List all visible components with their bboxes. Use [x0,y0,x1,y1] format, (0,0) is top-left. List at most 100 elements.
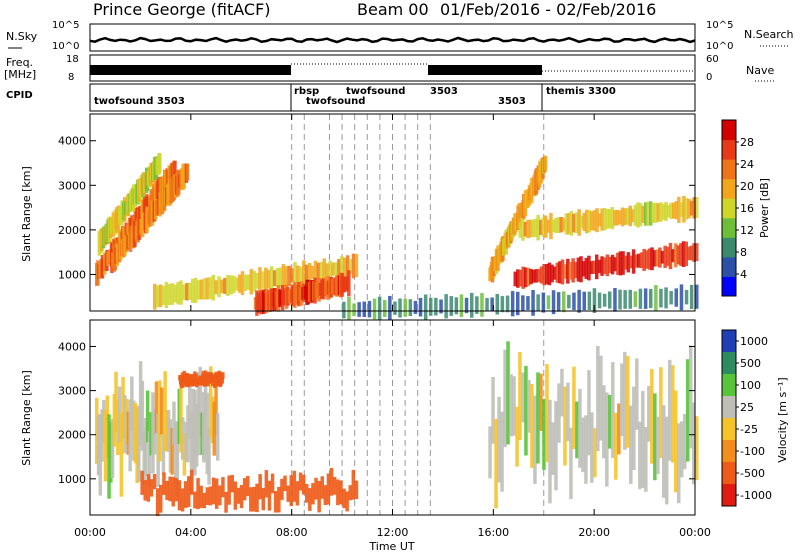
power-echo-3-49 [296,265,300,284]
power-echo-8-40 [546,295,551,310]
power-echo-8-18 [434,297,438,316]
velocity-cbar-label-3: 25 [740,401,754,414]
power-echo-6-62 [676,245,681,265]
power-echo-8-2 [352,303,356,316]
power-echo-3-37 [261,271,265,289]
velocity-echo-2-39 [261,487,265,511]
power-echo-3-54 [310,265,315,279]
power-echo-7-41 [623,208,627,225]
power-echo-6-34 [602,257,607,275]
power-echo-8-15 [418,297,423,317]
velocity-echo-3-26 [566,382,570,442]
power-echo-7-23 [577,209,581,236]
power-cbar-label-6: 28 [740,136,754,149]
cpid-label: CPID [6,90,33,101]
power-echo-7-1 [521,218,525,241]
power-echo-7-56 [661,203,666,220]
velocity-echo-3-44 [620,363,624,437]
power-echo-8-50 [597,292,602,309]
velocity-echo-0-34 [154,381,159,434]
power-echo-3-66 [345,255,350,279]
noise-sky-trace [89,36,696,44]
power-cbar-label-0: 4 [740,268,747,281]
power-echo-8-53 [613,288,617,312]
power-echo-8-17 [429,297,433,316]
velocity-echo-2-3 [149,479,154,497]
power-cbar-swatch-0 [722,276,736,297]
velocity-echo-2-65 [342,488,346,509]
power-echo-8-45 [572,292,576,311]
power-echo-7-42 [626,207,630,225]
velocity-echo-2-52 [301,474,306,495]
vel-ytick-label-2: 3000 [58,385,86,398]
power-echo-6-54 [655,249,659,267]
velocity-echo-0-65 [209,366,213,438]
velocity-echo-0-38 [161,434,166,475]
noise-left-tick-top: 10^5 [52,20,79,31]
power-echo-6-28 [587,255,591,281]
velocity-echo-2-23 [211,477,216,505]
power-echo-8-23 [459,294,464,317]
power-echo-8-35 [521,295,525,312]
velocity-echo-2-49 [292,470,297,502]
power-echo-3-65 [343,257,347,278]
power-echo-6-33 [600,256,604,276]
power-cbar-label-2: 12 [740,224,754,237]
velocity-echo-2-18 [196,478,200,510]
power-echo-7-35 [608,209,612,228]
power-echo-3-18 [205,277,210,300]
velocity-panel: Slant Range [km] 1000 2000 3000 4000 1000 50… [20,319,789,517]
power-echo-6-57 [663,245,667,268]
velocity-echo-1-68 [220,377,224,384]
power-echo-6-3 [521,266,525,289]
velocity-echo-0-7 [107,414,111,499]
power-echo-3-32 [246,274,250,290]
power-echo-7-28 [590,211,594,231]
power-echo-3-69 [354,254,359,277]
velocity-echo-3-15 [533,395,537,484]
velocity-echo-2-5 [155,488,160,517]
power-echo-7-14 [554,217,558,234]
power-echo-3-22 [217,276,221,298]
power-echo-3-9 [179,280,183,305]
velocity-echo-3-47 [629,405,633,484]
power-echo-3-3 [161,285,166,305]
cpid-overlap-1: twofsound [346,86,405,97]
power-echo-6-30 [592,260,596,274]
power-echo-7-26 [585,209,589,234]
power-echo-6-10 [539,266,544,284]
velocity-echo-2-25 [218,485,222,506]
power-echo-3-24 [223,278,227,294]
velocity-echo-2-2 [146,474,151,502]
velocity-echo-3-25 [563,386,567,466]
velocity-echo-2-54 [308,488,312,511]
cpid-overlap-2: 3503 [430,86,458,97]
power-echo-8-69 [695,284,699,309]
power-echo-3-55 [313,260,318,283]
velocity-echo-3-66 [686,359,690,462]
cpid-segment-1: twofsound 3503 [94,96,185,107]
power-echo-7-7 [536,214,540,241]
station-title: Prince George (fitACF) [93,0,271,19]
power-echo-7-10 [544,215,548,238]
power-echo-8-60 [649,288,653,308]
velocity-echo-2-35 [249,487,253,512]
power-echo-3-10 [182,284,186,300]
velocity-echo-2-26 [221,477,225,498]
velocity-echo-2-55 [311,483,315,505]
power-echo-6-2 [518,269,523,287]
power-echo-3-35 [255,273,259,289]
power-echo-3-31 [243,274,248,291]
velocity-echo-3-48 [632,386,636,470]
power-echo-3-27 [231,275,236,294]
power-echo-7-40 [620,207,625,227]
velocity-echo-0-53 [188,374,192,439]
power-echo-8-28 [485,298,489,312]
power-echo-6-64 [681,241,686,267]
power-echo-3-40 [269,266,274,292]
velocity-echo-3-13 [527,379,531,433]
velocity-echo-3-9 [515,406,519,467]
power-echo-3-13 [191,278,195,303]
velocity-echo-0-68 [214,371,218,436]
power-colorbar: 4 8 12 16 20 24 28 [721,119,754,297]
